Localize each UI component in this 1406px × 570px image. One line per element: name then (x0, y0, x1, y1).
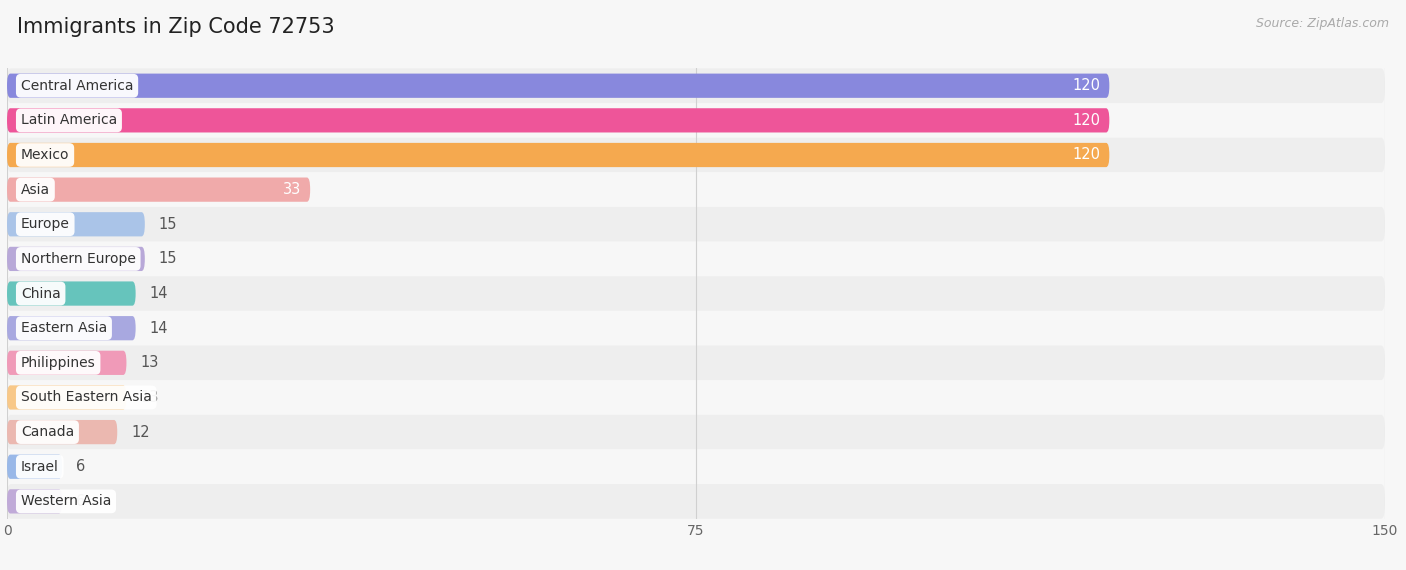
FancyBboxPatch shape (7, 380, 1385, 415)
FancyBboxPatch shape (7, 449, 1385, 484)
FancyBboxPatch shape (7, 415, 1385, 449)
Text: China: China (21, 287, 60, 300)
Text: 120: 120 (1073, 148, 1099, 162)
Text: Central America: Central America (21, 79, 134, 93)
Text: 33: 33 (283, 182, 301, 197)
Text: Asia: Asia (21, 182, 51, 197)
FancyBboxPatch shape (7, 108, 1109, 132)
FancyBboxPatch shape (7, 242, 1385, 276)
Text: 13: 13 (141, 390, 159, 405)
FancyBboxPatch shape (7, 212, 145, 237)
FancyBboxPatch shape (7, 316, 135, 340)
FancyBboxPatch shape (7, 455, 62, 479)
Text: Immigrants in Zip Code 72753: Immigrants in Zip Code 72753 (17, 17, 335, 37)
FancyBboxPatch shape (7, 484, 1385, 519)
Text: 15: 15 (159, 251, 177, 266)
FancyBboxPatch shape (7, 177, 311, 202)
Text: 120: 120 (1073, 113, 1099, 128)
FancyBboxPatch shape (7, 351, 127, 375)
Text: Israel: Israel (21, 460, 59, 474)
Text: Source: ZipAtlas.com: Source: ZipAtlas.com (1256, 17, 1389, 30)
FancyBboxPatch shape (7, 385, 127, 410)
FancyBboxPatch shape (7, 207, 1385, 242)
Text: 6: 6 (76, 494, 86, 509)
Text: 6: 6 (76, 459, 86, 474)
FancyBboxPatch shape (7, 345, 1385, 380)
Text: 12: 12 (131, 425, 149, 439)
Text: Europe: Europe (21, 217, 70, 231)
Text: Philippines: Philippines (21, 356, 96, 370)
FancyBboxPatch shape (7, 138, 1385, 172)
Text: 15: 15 (159, 217, 177, 232)
Text: Latin America: Latin America (21, 113, 117, 127)
FancyBboxPatch shape (7, 247, 145, 271)
Text: Western Asia: Western Asia (21, 494, 111, 508)
FancyBboxPatch shape (7, 282, 135, 306)
FancyBboxPatch shape (7, 74, 1109, 98)
Text: Canada: Canada (21, 425, 75, 439)
FancyBboxPatch shape (7, 143, 1109, 167)
FancyBboxPatch shape (7, 311, 1385, 345)
FancyBboxPatch shape (7, 420, 117, 444)
FancyBboxPatch shape (7, 103, 1385, 138)
Text: Northern Europe: Northern Europe (21, 252, 136, 266)
Text: South Eastern Asia: South Eastern Asia (21, 390, 152, 405)
Text: 13: 13 (141, 355, 159, 370)
FancyBboxPatch shape (7, 172, 1385, 207)
Text: 14: 14 (149, 321, 167, 336)
Text: Mexico: Mexico (21, 148, 69, 162)
Text: 120: 120 (1073, 78, 1099, 93)
FancyBboxPatch shape (7, 276, 1385, 311)
Text: Eastern Asia: Eastern Asia (21, 321, 107, 335)
Text: 14: 14 (149, 286, 167, 301)
FancyBboxPatch shape (7, 68, 1385, 103)
FancyBboxPatch shape (7, 489, 62, 514)
